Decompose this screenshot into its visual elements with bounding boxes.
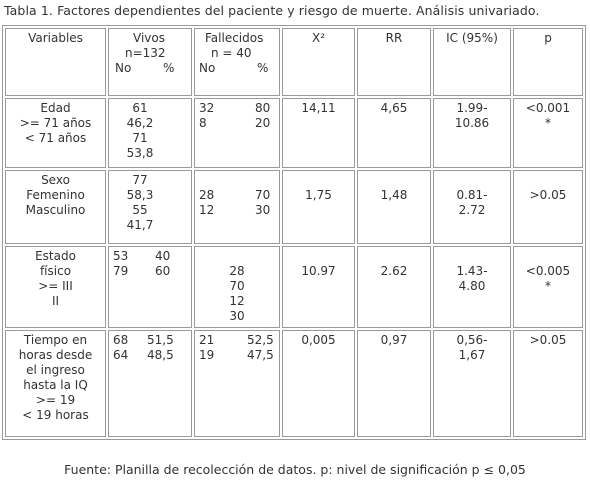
cell-p: <0.001 * (513, 98, 583, 168)
results-table: Variables Vivos n=132 No% Fallecidos n =… (2, 25, 586, 440)
cell-vivos: 68 51,5 64 48,5 (108, 330, 192, 437)
table-row: Edad >= 71 años < 71 años 61 46,2 71 53,… (5, 98, 583, 168)
cell-vivos: 61 46,2 71 53,8 (108, 98, 192, 168)
cell-x2: 10.97 (282, 246, 355, 328)
header-vivos: Vivos n=132 No% (108, 28, 192, 96)
header-vivos-title: Vivos (133, 31, 165, 45)
table-caption: Tabla 1. Factores dependientes del pacie… (4, 3, 540, 18)
cell-vivos: 53 40 79 60 (108, 246, 192, 328)
cell-variable: Tiempo en horas desde el ingreso hasta l… (5, 330, 106, 437)
cell-x2: 0,005 (282, 330, 355, 437)
cell-ic: 1.99- 10.86 (433, 98, 511, 168)
cell-ic: 1.43- 4.80 (433, 246, 511, 328)
table-row: Tiempo en horas desde el ingreso hasta l… (5, 330, 583, 437)
header-fallecidos: Fallecidos n = 40 No% (194, 28, 280, 96)
header-vivos-pct: % (163, 61, 175, 75)
table-row: Estado físico >= III II 53 40 79 60 28 70 … (5, 246, 583, 328)
cell-fallecidos: 28 70 12 30 (194, 246, 280, 328)
cell-p: >0.05 (513, 330, 583, 437)
header-p: p (513, 28, 583, 96)
header-x2: X² (282, 28, 355, 96)
cell-fallecidos: 28 70 12 30 (194, 170, 280, 244)
cell-x2: 1,75 (282, 170, 355, 244)
header-vivos-no: No (115, 61, 132, 75)
header-fallecidos-title: Fallecidos (205, 31, 264, 45)
header-ic: IC (95%) (433, 28, 511, 96)
table-footnote: Fuente: Planilla de recolección de datos… (64, 462, 526, 477)
header-fallecidos-pct: % (257, 61, 269, 75)
table-row: Sexo Femenino Masculino 77 58,3 55 41,7 … (5, 170, 583, 244)
cell-variable: Edad >= 71 años < 71 años (5, 98, 106, 168)
cell-fallecidos: 32 80 8 20 (194, 98, 280, 168)
cell-rr: 0,97 (357, 330, 431, 437)
header-row: Variables Vivos n=132 No% Fallecidos n =… (5, 28, 583, 96)
cell-ic: 0.81- 2.72 (433, 170, 511, 244)
header-fallecidos-no: No (199, 61, 216, 75)
cell-rr: 2.62 (357, 246, 431, 328)
cell-x2: 14,11 (282, 98, 355, 168)
cell-rr: 4,65 (357, 98, 431, 168)
cell-vivos: 77 58,3 55 41,7 (108, 170, 192, 244)
header-variables: Variables (5, 28, 106, 96)
cell-fallecidos: 21 52,5 19 47,5 (194, 330, 280, 437)
header-fallecidos-n: n = 40 (211, 46, 252, 60)
header-vivos-n: n=132 (125, 46, 166, 60)
cell-variable: Sexo Femenino Masculino (5, 170, 106, 244)
cell-rr: 1,48 (357, 170, 431, 244)
header-rr: RR (357, 28, 431, 96)
cell-variable: Estado físico >= III II (5, 246, 106, 328)
cell-p: >0.05 (513, 170, 583, 244)
cell-p: <0.005 * (513, 246, 583, 328)
cell-ic: 0,56- 1,67 (433, 330, 511, 437)
